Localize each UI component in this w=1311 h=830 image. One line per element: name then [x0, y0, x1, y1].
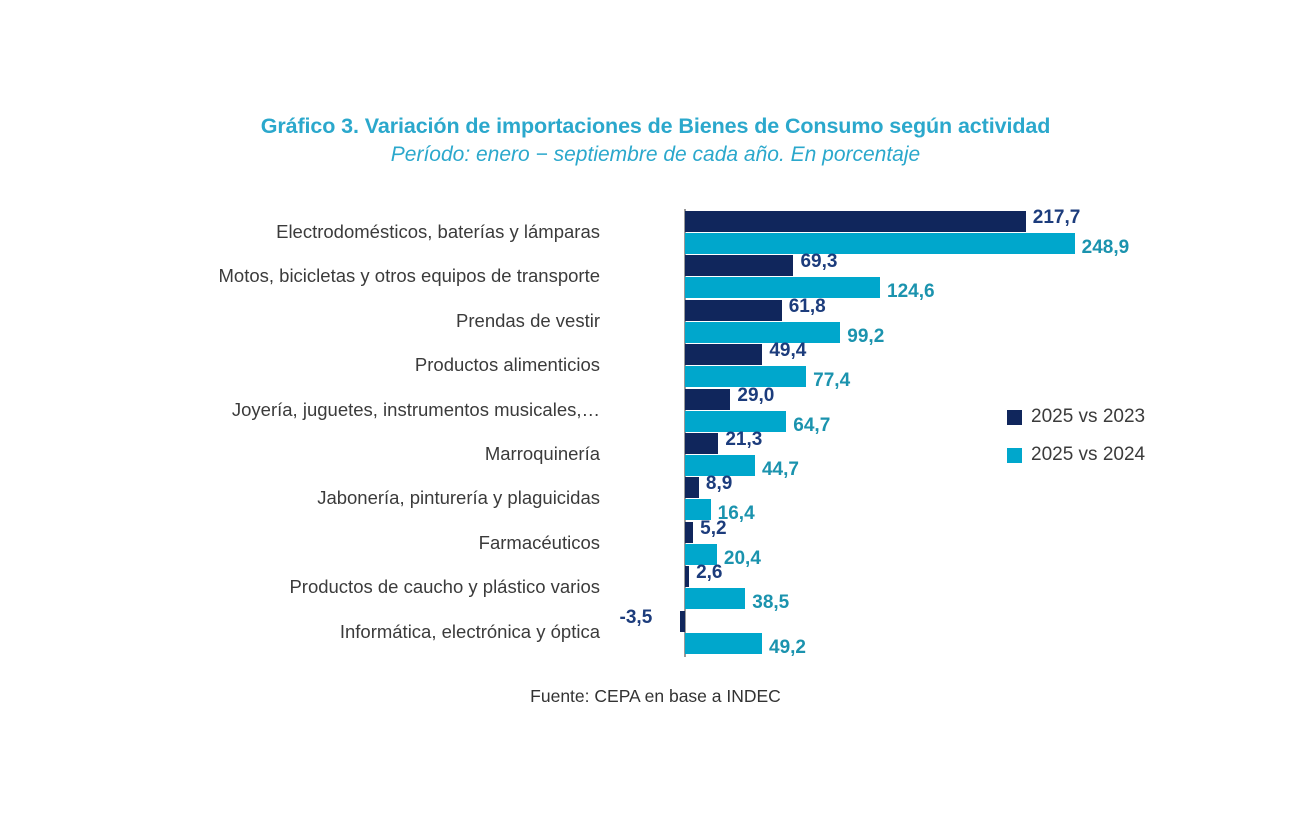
category-label: Productos de caucho y plástico varios	[289, 576, 600, 598]
bar-series2	[685, 410, 787, 432]
bar-series1	[685, 299, 782, 321]
bar-value-label: 16,4	[717, 503, 755, 525]
bar-value-label: -3,5	[619, 606, 653, 628]
bar-value-label: 44,7	[761, 459, 799, 480]
bar-value-label: 29,0	[737, 384, 775, 406]
bar-series2	[685, 455, 755, 476]
square-swatch-icon	[1007, 409, 1022, 425]
bar-series2	[685, 588, 746, 610]
category-label: Farmacéuticos	[478, 531, 600, 553]
bar-series1	[685, 211, 1026, 232]
bar-value-label: 248,9	[1081, 237, 1130, 258]
bar-series1	[685, 477, 699, 499]
category-label: Motos, bicicletas y otros equipos de tra…	[218, 265, 601, 287]
bar-value-label: 61,8	[788, 295, 826, 317]
category-label: Marroquinería	[484, 443, 600, 464]
bar-value-label: 2,6	[696, 562, 723, 584]
bar-series1	[685, 255, 794, 277]
bar-series1	[685, 388, 731, 410]
bar-value-label: 20,4	[723, 547, 761, 569]
legend-item[interactable]: 2025 vs 2023	[1007, 398, 1145, 436]
category-label: Joyería, juguetes, instrumentos musicale…	[231, 398, 600, 420]
bar-value-label: 69,3	[800, 251, 838, 273]
bar-value-label: 38,5	[752, 592, 790, 614]
category-label: Electrodomésticos, baterías y lámparas	[276, 221, 600, 242]
bar-value-label: 21,3	[725, 429, 763, 450]
bar-series1	[685, 521, 694, 543]
bar-series2	[685, 499, 711, 521]
legend-item[interactable]: 2025 vs 2024	[1007, 436, 1145, 474]
bar-value-label: 49,2	[769, 636, 806, 658]
legend-label: 2025 vs 2024	[1031, 444, 1146, 465]
bar-series2	[685, 321, 841, 343]
bar-series2	[685, 277, 881, 299]
bar-series1	[685, 433, 719, 454]
bar-value-label: 217,7	[1032, 207, 1081, 228]
bar-series2	[685, 233, 1075, 254]
bar-series2	[685, 543, 717, 565]
bar-series2	[685, 366, 807, 388]
category-label: Productos alimenticios	[414, 354, 600, 376]
bar-value-label: 99,2	[847, 325, 885, 347]
bar-value-label: 77,4	[813, 370, 851, 392]
bar-value-label: 5,2	[700, 517, 727, 539]
page-title: Gráfico 3. Variación de importaciones de…	[260, 114, 1051, 138]
bar-series1	[685, 344, 763, 366]
category-label: Informática, electrónica y óptica	[339, 620, 600, 642]
square-swatch-icon	[1007, 447, 1022, 463]
bar-value-label: 8,9	[705, 473, 733, 495]
bar-series2	[685, 632, 763, 654]
bar-value-label: 49,4	[769, 340, 807, 362]
bar-series1	[679, 610, 685, 632]
source-note: Fuente: CEPA en base a INDEC	[530, 686, 781, 706]
chart-header: Gráfico 3. Variación de importaciones de…	[0, 112, 1311, 170]
bar-series1	[685, 566, 690, 588]
legend-label: 2025 vs 2023	[1031, 406, 1146, 427]
chart-subtitle: Período: enero − septiembre de cada año.…	[390, 143, 921, 166]
chart-legend: 2025 vs 2023 2025 vs 2024	[1007, 398, 1145, 474]
bar-value-label: 64,7	[793, 414, 831, 436]
category-label: Prendas de vestir	[456, 309, 600, 331]
bar-value-label: 124,6	[887, 281, 935, 303]
category-label: Jabonería, pinturería y plaguicidas	[317, 487, 600, 509]
